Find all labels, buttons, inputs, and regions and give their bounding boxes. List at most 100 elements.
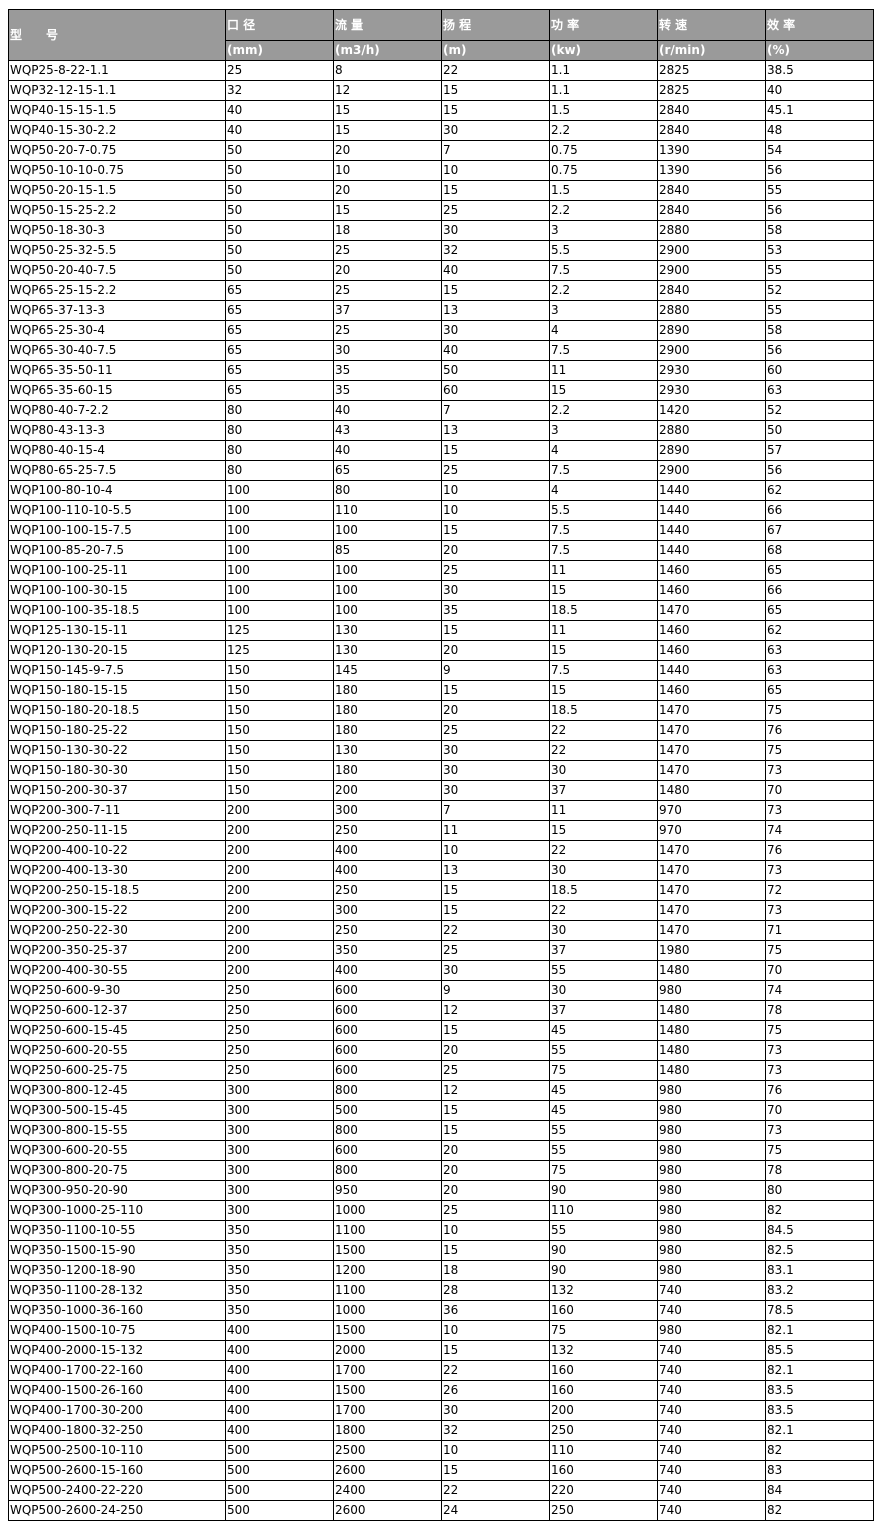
- table-row: WQP250-600-9-30 250 600 9 30 980 74: [8, 980, 874, 1001]
- cell-value: 2930: [657, 380, 766, 401]
- cell-model: WQP150-145-9-7.5: [8, 660, 226, 681]
- cell-value: 75: [765, 1140, 874, 1161]
- cell-value: 160: [549, 1300, 658, 1321]
- table-row: WQP250-600-15-45 250 600 15 45 1480 75: [8, 1020, 874, 1041]
- cell-value: 200: [225, 900, 334, 921]
- table-row: WQP50-20-15-1.5 50 20 15 1.5 2840 55: [8, 180, 874, 201]
- cell-value: 15: [441, 100, 550, 121]
- table-row: WQP100-80-10-4 100 80 10 4 1440 62: [8, 480, 874, 501]
- table-row: WQP200-350-25-37 200 350 25 37 1980 75: [8, 940, 874, 961]
- cell-value: 7.5: [549, 660, 658, 681]
- cell-value: 30: [441, 320, 550, 341]
- cell-value: 1390: [657, 140, 766, 161]
- cell-value: 200: [225, 960, 334, 981]
- cell-value: 15: [333, 120, 442, 141]
- cell-value: 84.5: [765, 1220, 874, 1241]
- cell-value: 1460: [657, 680, 766, 701]
- cell-value: 1000: [333, 1200, 442, 1221]
- cell-value: 25: [441, 560, 550, 581]
- cell-value: 1440: [657, 540, 766, 561]
- cell-model: WQP350-1100-10-55: [8, 1220, 226, 1241]
- cell-value: 2900: [657, 460, 766, 481]
- cell-value: 300: [225, 1140, 334, 1161]
- cell-model: WQP500-2600-15-160: [8, 1460, 226, 1481]
- table-row: WQP65-25-15-2.2 65 25 15 2.2 2840 52: [8, 280, 874, 301]
- table-row: WQP300-600-20-55 300 600 20 55 980 75: [8, 1140, 874, 1161]
- header-column-name: 功 率: [549, 9, 658, 41]
- cell-value: 85.5: [765, 1340, 874, 1361]
- cell-value: 200: [225, 860, 334, 881]
- cell-value: 83.1: [765, 1260, 874, 1281]
- cell-value: 100: [225, 600, 334, 621]
- cell-value: 200: [225, 920, 334, 941]
- cell-value: 300: [333, 900, 442, 921]
- cell-value: 740: [657, 1300, 766, 1321]
- cell-value: 55: [549, 1220, 658, 1241]
- table-row: WQP150-180-30-30 150 180 30 30 1470 73: [8, 760, 874, 781]
- cell-value: 30: [549, 860, 658, 881]
- cell-value: 400: [225, 1320, 334, 1341]
- cell-value: 73: [765, 1120, 874, 1141]
- cell-value: 60: [765, 360, 874, 381]
- cell-value: 22: [441, 920, 550, 941]
- cell-value: 970: [657, 800, 766, 821]
- cell-value: 65: [225, 300, 334, 321]
- cell-value: 15: [441, 1340, 550, 1361]
- cell-value: 22: [549, 840, 658, 861]
- cell-value: 740: [657, 1460, 766, 1481]
- cell-model: WQP400-1500-10-75: [8, 1320, 226, 1341]
- cell-value: 25: [333, 320, 442, 341]
- cell-value: 63: [765, 640, 874, 661]
- cell-value: 200: [225, 800, 334, 821]
- table-row: WQP300-500-15-45 300 500 15 45 980 70: [8, 1100, 874, 1121]
- cell-value: 5.5: [549, 240, 658, 261]
- cell-value: 11: [441, 820, 550, 841]
- cell-value: 60: [441, 380, 550, 401]
- table-row: WQP80-40-7-2.2 80 40 7 2.2 1420 52: [8, 400, 874, 421]
- cell-value: 2.2: [549, 200, 658, 221]
- table-row: WQP400-1500-26-160 400 1500 26 160 740 83.5: [8, 1380, 874, 1401]
- table-row: WQP300-950-20-90 300 950 20 90 980 80: [8, 1180, 874, 1201]
- cell-value: 100: [333, 520, 442, 541]
- cell-value: 40: [225, 100, 334, 121]
- cell-value: 15: [549, 580, 658, 601]
- cell-value: 15: [441, 80, 550, 101]
- cell-value: 950: [333, 1180, 442, 1201]
- header-column-unit: (%): [765, 40, 874, 61]
- cell-value: 125: [225, 640, 334, 661]
- cell-value: 52: [765, 400, 874, 421]
- cell-value: 160: [549, 1460, 658, 1481]
- cell-value: 145: [333, 660, 442, 681]
- cell-value: 73: [765, 760, 874, 781]
- cell-value: 100: [225, 560, 334, 581]
- cell-value: 250: [549, 1500, 658, 1521]
- cell-model: WQP250-600-12-37: [8, 1000, 226, 1021]
- table-row: WQP100-100-30-15 100 100 30 15 1460 66: [8, 580, 874, 601]
- cell-value: 32: [441, 1420, 550, 1441]
- cell-value: 73: [765, 1060, 874, 1081]
- header-column-unit: (mm): [225, 40, 334, 61]
- cell-value: 26: [441, 1380, 550, 1401]
- cell-value: 82.1: [765, 1420, 874, 1441]
- cell-value: 10: [441, 1320, 550, 1341]
- table-row: WQP125-130-15-11 125 130 15 11 1460 62: [8, 620, 874, 641]
- cell-model: WQP100-100-15-7.5: [8, 520, 226, 541]
- cell-model: WQP65-35-60-15: [8, 380, 226, 401]
- cell-value: 37: [549, 780, 658, 801]
- cell-value: 350: [225, 1280, 334, 1301]
- table-row: WQP200-250-11-15 200 250 11 15 970 74: [8, 820, 874, 841]
- cell-value: 7.5: [549, 260, 658, 281]
- cell-model: WQP100-80-10-4: [8, 480, 226, 501]
- cell-value: 10: [441, 840, 550, 861]
- cell-value: 85: [333, 540, 442, 561]
- cell-value: 18.5: [549, 700, 658, 721]
- cell-value: 82: [765, 1200, 874, 1221]
- table-row: WQP80-65-25-7.5 80 65 25 7.5 2900 56: [8, 460, 874, 481]
- cell-value: 63: [765, 380, 874, 401]
- cell-value: 2.2: [549, 280, 658, 301]
- cell-value: 56: [765, 200, 874, 221]
- table-row: WQP200-400-30-55 200 400 30 55 1480 70: [8, 960, 874, 981]
- table-row: WQP250-600-25-75 250 600 25 75 1480 73: [8, 1060, 874, 1081]
- cell-value: 75: [765, 740, 874, 761]
- table-row: WQP500-2500-10-110 500 2500 10 110 740 82: [8, 1440, 874, 1461]
